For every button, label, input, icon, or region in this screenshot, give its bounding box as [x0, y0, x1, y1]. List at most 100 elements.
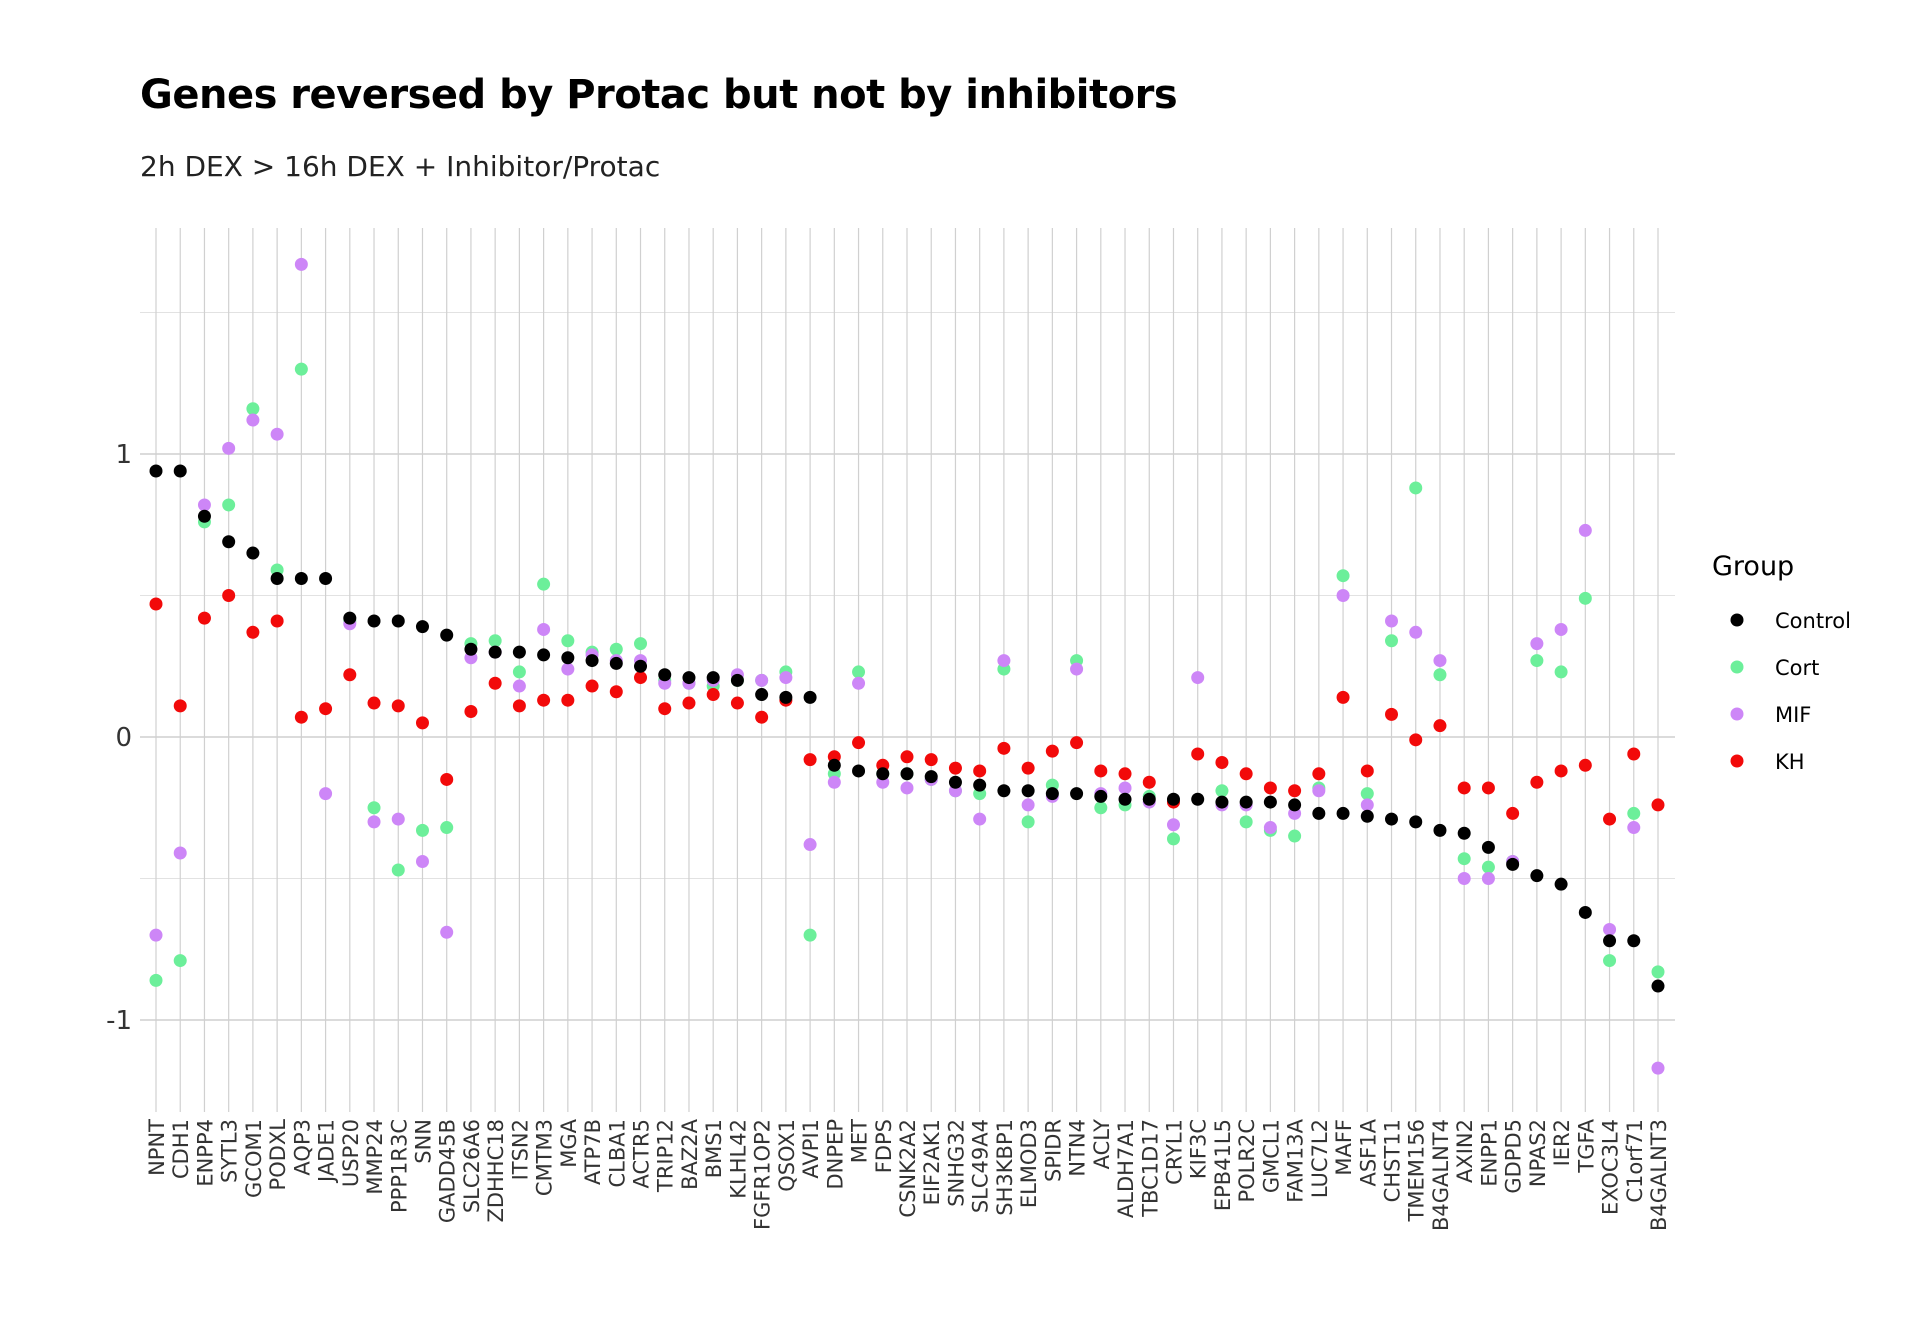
point-control	[1239, 795, 1253, 809]
point-kh	[948, 761, 962, 775]
point-kh	[1530, 775, 1544, 789]
point-control	[1627, 934, 1641, 948]
point-kh	[1336, 690, 1350, 704]
point-cort	[367, 801, 381, 815]
point-cort	[1433, 668, 1447, 682]
point-cort	[512, 665, 526, 679]
point-mif	[319, 787, 333, 801]
point-mif	[1263, 821, 1277, 835]
point-control	[1045, 787, 1059, 801]
point-kh	[609, 685, 623, 699]
point-control	[488, 645, 502, 659]
point-kh	[173, 699, 187, 713]
point-control	[1360, 809, 1374, 823]
grid-layer	[140, 228, 1675, 1112]
point-mif	[827, 775, 841, 789]
x-tick-label: MGA	[557, 1118, 581, 1167]
point-control	[512, 645, 526, 659]
point-mif	[1312, 784, 1326, 798]
point-control	[537, 648, 551, 662]
point-control	[706, 671, 720, 685]
x-tick-label: AXIN2	[1453, 1119, 1477, 1183]
point-kh	[1385, 707, 1399, 721]
x-tick-label: PODXL	[266, 1119, 290, 1191]
legend-key-control	[1730, 613, 1744, 627]
point-control	[294, 572, 308, 586]
x-tick-label: FDPS	[872, 1119, 896, 1173]
x-tick-label: TBC1D17	[1138, 1119, 1162, 1218]
legend-key-cort	[1730, 660, 1744, 674]
point-control	[440, 628, 454, 642]
point-control	[1336, 806, 1350, 820]
point-kh	[1215, 755, 1229, 769]
point-cort	[222, 498, 236, 512]
point-mif	[1191, 671, 1205, 685]
point-kh	[270, 614, 284, 628]
point-cort	[391, 863, 405, 877]
point-cort	[1530, 654, 1544, 668]
point-mif	[1360, 798, 1374, 812]
x-tick-label: JADE1	[315, 1119, 339, 1184]
point-control	[876, 767, 890, 781]
point-kh	[1360, 764, 1374, 778]
point-mif	[1336, 589, 1350, 602]
x-tick-label: CHST11	[1381, 1119, 1405, 1202]
x-tick-label: BAZ2A	[678, 1118, 702, 1190]
point-kh	[1433, 719, 1447, 733]
point-cort	[1385, 634, 1399, 648]
point-kh	[197, 611, 211, 625]
point-cort	[415, 823, 429, 837]
x-tick-label: AVPI1	[799, 1119, 823, 1179]
point-kh	[415, 716, 429, 730]
point-cort	[1360, 787, 1374, 801]
point-kh	[1554, 764, 1568, 778]
point-kh	[1239, 767, 1253, 781]
point-kh	[1118, 767, 1132, 781]
point-control	[1578, 905, 1592, 919]
x-tick-label: TGFA	[1574, 1118, 1598, 1173]
point-control	[197, 509, 211, 523]
legend-label-mif: MIF	[1775, 703, 1811, 727]
point-control	[1021, 784, 1035, 798]
x-tick-label: USP20	[339, 1119, 363, 1187]
x-tick-label: ACLY	[1090, 1119, 1114, 1170]
point-control	[1215, 795, 1229, 809]
point-kh	[1457, 781, 1471, 795]
point-cort	[1215, 784, 1229, 798]
x-tick-label: ASF1A	[1356, 1118, 1380, 1186]
point-cort	[1627, 806, 1641, 820]
point-control	[1166, 792, 1180, 806]
legend: Group Control Cort MIF KH	[1712, 551, 1851, 774]
point-kh	[1506, 806, 1520, 820]
x-tick-label: SPIDR	[1041, 1119, 1065, 1182]
y-tick-label: 1	[115, 440, 132, 470]
point-cort	[294, 362, 308, 376]
x-tick-label: SLC49A4	[969, 1119, 993, 1213]
point-control	[730, 673, 744, 687]
x-tick-label: NPAS2	[1526, 1119, 1550, 1187]
x-tick-label: CDH1	[169, 1119, 193, 1179]
point-control	[319, 572, 333, 586]
point-control	[1191, 792, 1205, 806]
point-mif	[1385, 614, 1399, 628]
point-control	[924, 770, 938, 784]
point-cort	[1457, 852, 1471, 866]
point-kh	[391, 699, 405, 713]
point-cort	[1554, 665, 1568, 679]
point-kh	[706, 688, 720, 702]
point-mif	[1070, 662, 1084, 676]
point-kh	[1021, 761, 1035, 775]
point-control	[1288, 798, 1302, 812]
point-control	[1506, 857, 1520, 871]
x-tick-label: POLR2C	[1235, 1119, 1259, 1203]
point-cort	[1651, 965, 1665, 979]
point-kh	[634, 671, 648, 685]
point-mif	[149, 928, 163, 942]
point-cort	[440, 821, 454, 835]
point-control	[1385, 812, 1399, 826]
point-kh	[1142, 775, 1156, 789]
point-cort	[149, 973, 163, 987]
point-kh	[924, 753, 938, 767]
chart-subtitle: 2h DEX > 16h DEX + Inhibitor/Protac	[140, 150, 661, 183]
